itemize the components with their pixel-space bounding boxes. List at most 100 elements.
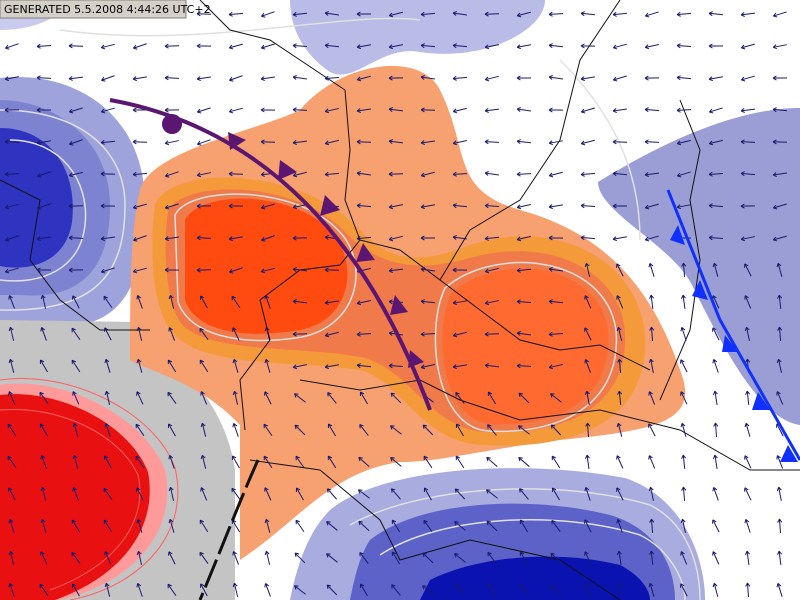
wind-arrow (100, 267, 115, 274)
wind-arrow (548, 235, 564, 241)
wind-arrow (36, 43, 52, 49)
front-symbol (356, 243, 375, 262)
wind-arrow (616, 295, 624, 309)
wind-arrow (644, 44, 659, 50)
wind-arrow (292, 171, 307, 178)
wind-arrow (167, 391, 177, 404)
wind-arrow (167, 583, 177, 597)
wind-arrow (616, 263, 624, 277)
wind-arrow (196, 107, 211, 114)
wind-arrow (136, 487, 144, 501)
wind-arrow (4, 139, 20, 145)
wind-arrow (228, 267, 243, 274)
title: GENERATED 5.5.2008 4:44:26 UTC+2 (4, 3, 211, 16)
wind-arrow (420, 171, 435, 178)
wind-arrow (423, 455, 433, 469)
isoline (0, 378, 179, 600)
wind-arrow (516, 44, 531, 50)
wind-arrow (644, 172, 660, 177)
wind-arrow (712, 359, 719, 373)
wind-arrow (168, 294, 175, 309)
wind-arrow (264, 487, 272, 501)
wind-arrow (7, 423, 17, 437)
wind-arrow (388, 171, 404, 177)
wind-arrow (199, 295, 208, 309)
wind-arrow (681, 262, 687, 278)
wind-arrow (228, 11, 244, 17)
wind-arrow (744, 518, 751, 533)
wind-arrow (584, 262, 591, 277)
wind-arrow (200, 487, 208, 501)
wind-arrow (550, 552, 562, 564)
wind-arrow (676, 11, 692, 17)
wind-arrow (71, 327, 81, 341)
wind-arrow (326, 553, 338, 563)
wind-arrow (612, 236, 627, 242)
high-core (0, 394, 150, 600)
wind-arrow (356, 108, 371, 114)
wind-arrow (740, 236, 755, 242)
wind-arrow (712, 551, 720, 565)
wind-arrow (485, 489, 498, 499)
wind-arrow (292, 235, 308, 241)
wind-arrow (356, 75, 371, 82)
wind-arrow (359, 391, 368, 405)
wind-arrow (648, 486, 654, 501)
wind-arrow (388, 235, 403, 242)
wind-arrow (452, 331, 467, 338)
cold-front (666, 189, 800, 461)
wind-arrow (68, 43, 84, 49)
wind-arrow (420, 11, 436, 17)
wind-arrow (486, 456, 498, 467)
wind-arrow (519, 488, 529, 500)
wind-arrow (136, 295, 143, 309)
wind-arrow (712, 390, 718, 405)
wind-arrow (168, 486, 175, 501)
wind-arrow (36, 140, 51, 146)
wind-arrow (104, 551, 112, 565)
wind-arrow (745, 550, 750, 566)
wind-arrow (681, 486, 687, 502)
wind-arrow (100, 107, 115, 114)
wind-arrow (680, 359, 688, 373)
wind-arrow (648, 423, 656, 437)
wind-arrow (420, 43, 436, 49)
trough-line (198, 459, 260, 600)
wind-arrow (648, 455, 656, 469)
wind-arrow (580, 76, 595, 82)
wind-arrow (484, 107, 500, 113)
wind-arrow (712, 582, 719, 597)
front-symbol (278, 160, 297, 180)
wind-arrow (516, 107, 532, 112)
wind-arrow (772, 139, 788, 145)
wind-arrow (452, 171, 468, 177)
wind-arrow (164, 75, 180, 81)
wind-arrow (292, 204, 307, 210)
wind-arrow (390, 457, 402, 467)
wind-arrow (72, 454, 79, 469)
wind-arrow (420, 235, 436, 241)
wind-arrow (548, 266, 563, 272)
wind-arrow (356, 299, 371, 306)
wind-arrow (4, 203, 19, 210)
wind-arrow (232, 327, 240, 341)
wind-arrow (357, 489, 370, 499)
wind-arrow (452, 107, 467, 114)
wind-arrow (327, 423, 336, 437)
wind-arrow (324, 43, 340, 49)
wind-arrow (772, 172, 787, 178)
wind-arrow (196, 267, 212, 273)
wind-arrow (228, 43, 243, 50)
wind-arrow (359, 551, 369, 564)
wind-arrow (584, 390, 590, 405)
wind-arrow (200, 454, 207, 469)
wind-arrow (776, 358, 782, 373)
wind-arrow (452, 364, 467, 370)
wind-arrow (616, 422, 623, 437)
wind-arrow (199, 327, 209, 340)
wind-arrow (648, 391, 656, 405)
wind-arrow (484, 75, 499, 82)
wind-arrow (294, 552, 306, 564)
border (0, 179, 150, 331)
wind-arrow (676, 107, 692, 113)
